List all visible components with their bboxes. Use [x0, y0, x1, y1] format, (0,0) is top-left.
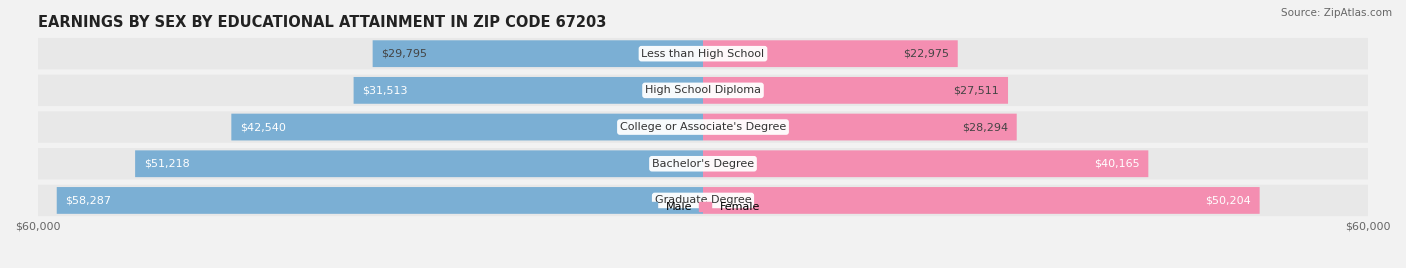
FancyBboxPatch shape [38, 148, 1368, 180]
Text: $42,540: $42,540 [240, 122, 285, 132]
FancyBboxPatch shape [38, 38, 1368, 69]
FancyBboxPatch shape [703, 114, 1017, 140]
Text: High School Diploma: High School Diploma [645, 85, 761, 95]
FancyBboxPatch shape [703, 150, 1149, 177]
FancyBboxPatch shape [703, 77, 1008, 104]
Text: $31,513: $31,513 [363, 85, 408, 95]
FancyBboxPatch shape [373, 40, 703, 67]
FancyBboxPatch shape [135, 150, 703, 177]
Text: $58,287: $58,287 [66, 195, 111, 206]
Legend: Male, Female: Male, Female [641, 198, 765, 217]
Text: Bachelor's Degree: Bachelor's Degree [652, 159, 754, 169]
Text: $51,218: $51,218 [143, 159, 190, 169]
FancyBboxPatch shape [703, 40, 957, 67]
Text: $28,294: $28,294 [962, 122, 1008, 132]
Text: College or Associate's Degree: College or Associate's Degree [620, 122, 786, 132]
FancyBboxPatch shape [38, 111, 1368, 143]
FancyBboxPatch shape [38, 185, 1368, 216]
FancyBboxPatch shape [703, 187, 1260, 214]
Text: $29,795: $29,795 [381, 49, 427, 59]
Text: $22,975: $22,975 [903, 49, 949, 59]
Text: Less than High School: Less than High School [641, 49, 765, 59]
FancyBboxPatch shape [38, 75, 1368, 106]
Text: EARNINGS BY SEX BY EDUCATIONAL ATTAINMENT IN ZIP CODE 67203: EARNINGS BY SEX BY EDUCATIONAL ATTAINMEN… [38, 15, 606, 30]
FancyBboxPatch shape [56, 187, 703, 214]
Text: Source: ZipAtlas.com: Source: ZipAtlas.com [1281, 8, 1392, 18]
FancyBboxPatch shape [232, 114, 703, 140]
Text: $40,165: $40,165 [1094, 159, 1139, 169]
Text: $27,511: $27,511 [953, 85, 1000, 95]
FancyBboxPatch shape [353, 77, 703, 104]
Text: Graduate Degree: Graduate Degree [655, 195, 751, 206]
Text: $50,204: $50,204 [1205, 195, 1251, 206]
